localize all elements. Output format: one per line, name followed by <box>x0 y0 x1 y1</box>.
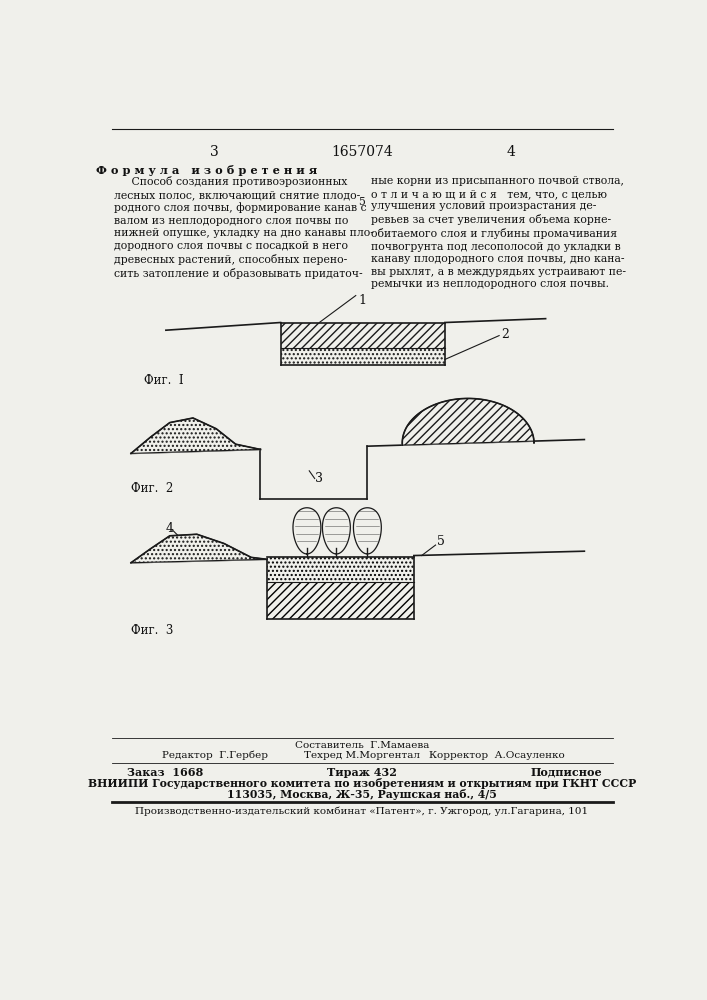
Polygon shape <box>322 508 351 554</box>
Text: Заказ  1668: Заказ 1668 <box>127 767 204 778</box>
Text: Тираж 432: Тираж 432 <box>327 767 397 778</box>
Text: 2: 2 <box>501 328 509 341</box>
Text: Подписное: Подписное <box>530 767 602 778</box>
Polygon shape <box>402 398 534 445</box>
Bar <box>267 582 414 619</box>
Polygon shape <box>131 534 267 563</box>
Text: Редактор  Г.Гербер: Редактор Г.Гербер <box>162 751 268 760</box>
Polygon shape <box>354 508 381 554</box>
Text: 3: 3 <box>209 145 218 159</box>
Bar <box>281 348 445 365</box>
Text: ВНИИПИ Государственного комитета по изобретениям и открытиям при ГКНТ СССР: ВНИИПИ Государственного комитета по изоб… <box>88 778 636 789</box>
Bar <box>281 323 445 348</box>
Bar <box>267 557 414 582</box>
Text: Способ создания противоэрозионных
лесных полос, включающий снятие плодо-
родного: Способ создания противоэрозионных лесных… <box>114 176 374 279</box>
Text: Фиг.  2: Фиг. 2 <box>131 482 173 495</box>
Text: Фиг.  I: Фиг. I <box>144 374 184 387</box>
Text: Составитель  Г.Мамаева: Составитель Г.Мамаева <box>295 741 429 750</box>
Text: 4: 4 <box>166 522 174 535</box>
Text: Ф о р м у л а   и з о б р е т е н и я: Ф о р м у л а и з о б р е т е н и я <box>95 165 317 176</box>
Text: 3: 3 <box>315 472 322 485</box>
Polygon shape <box>131 418 260 453</box>
Polygon shape <box>293 508 321 554</box>
Text: 1657074: 1657074 <box>331 145 393 159</box>
Text: 113035, Москва, Ж-35, Раушская наб., 4/5: 113035, Москва, Ж-35, Раушская наб., 4/5 <box>227 789 497 800</box>
Text: Фиг.  3: Фиг. 3 <box>131 624 173 637</box>
Text: Производственно-издательский комбинат «Патент», г. Ужгород, ул.Гагарина, 101: Производственно-издательский комбинат «П… <box>135 806 588 816</box>
Text: 5: 5 <box>358 197 366 207</box>
Text: Техред М.Моргентал: Техред М.Моргентал <box>304 751 420 760</box>
Text: 1: 1 <box>358 294 366 307</box>
Polygon shape <box>131 418 260 453</box>
Text: 5: 5 <box>437 535 445 548</box>
Text: 4: 4 <box>506 145 515 159</box>
Polygon shape <box>131 534 267 563</box>
Polygon shape <box>402 398 534 445</box>
Text: Корректор  А.Осауленко: Корректор А.Осауленко <box>429 751 565 760</box>
Text: ные корни из присыпанного почвой ствола,
о т л и ч а ю щ и й с я   тем, что, с ц: ные корни из присыпанного почвой ствола,… <box>371 176 626 289</box>
